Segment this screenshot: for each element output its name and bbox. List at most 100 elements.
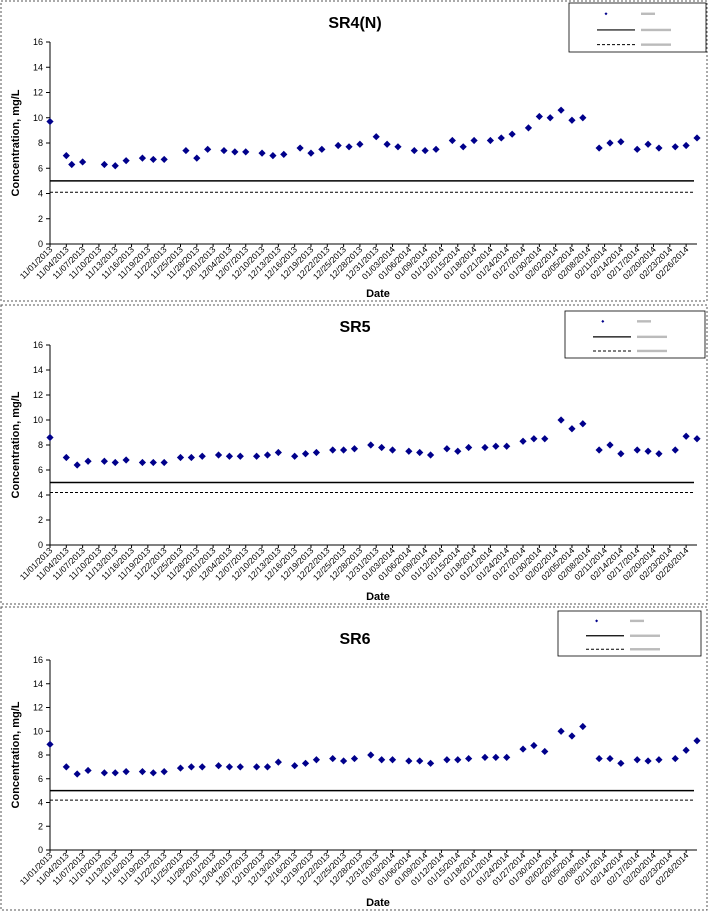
data-point [617,759,625,767]
data-point [568,116,576,124]
y-tick-label: 16 [33,655,43,665]
data-point [378,756,386,764]
legend-entry-text [637,335,667,339]
y-tick-label: 4 [38,490,43,500]
data-point [149,458,157,467]
y-tick-label: 8 [38,440,43,450]
data-point [274,758,282,766]
data-point [356,140,364,148]
panel-border [0,0,708,302]
data-point [503,442,511,450]
data-point [671,143,679,151]
data-point [258,149,266,157]
x-axis-label: Date [366,897,390,909]
data-point [508,130,516,138]
data-point [367,751,375,759]
chart-title: SR4(N) [328,15,381,32]
data-point [312,448,321,457]
data-point [617,138,625,146]
y-tick-label: 8 [38,750,43,760]
data-point [73,770,81,778]
y-axis-label: Concentration, mg/L [10,391,22,498]
data-point [345,143,353,151]
data-point [274,448,282,457]
data-point [530,435,538,443]
data-point [388,446,397,454]
y-tick-label: 12 [33,88,43,98]
data-point [100,160,108,169]
data-point [465,443,473,452]
data-point [138,458,147,467]
data-point [486,136,494,145]
data-point [263,451,272,459]
data-point [334,141,342,150]
data-point [481,443,489,452]
chart-panel-sr4n: SR4(N) 0 2 4 6 8 10 12 14 16 Concentration, mg/L 11… [0,0,709,302]
data-point [519,437,527,445]
data-point [617,450,625,458]
data-point [236,763,244,771]
data-point [242,148,250,156]
y-tick-label: 16 [33,340,43,350]
data-point [225,763,234,771]
data-point [633,145,641,153]
data-point [595,144,603,152]
data-point [568,732,576,740]
data-point [296,144,304,152]
data-point [416,757,424,765]
data-point [100,457,108,465]
y-tick-label: 0 [38,845,43,855]
data-point [122,456,130,464]
panel-border [0,304,708,605]
data-point [225,452,234,460]
data-point [410,146,418,155]
chart-title: SR5 [339,319,370,336]
y-tick-label: 8 [38,138,43,148]
y-axis-label: Concentration, mg/L [10,701,22,808]
legend-entry-text [641,43,671,46]
data-point [541,435,549,443]
data-point [122,768,130,776]
data-point [62,152,70,160]
y-tick-label: 6 [38,774,43,784]
data-point [79,158,87,166]
data-point [644,447,652,455]
y-axis-label: Concentration, mg/L [10,89,22,196]
data-point [291,762,299,770]
legend-box [564,310,706,359]
data-point [426,759,435,767]
data-point [682,432,690,440]
data-point [671,446,679,454]
data-point [497,134,505,142]
data-point [111,458,119,467]
data-point [193,154,201,162]
data-point [693,435,701,443]
y-tick-label: 0 [38,540,43,550]
data-point [149,769,157,777]
data-point [204,145,212,153]
data-point [236,452,244,460]
data-point [541,747,549,756]
data-point [62,763,70,771]
data-point [160,768,168,776]
data-point [378,443,386,452]
y-tick-label: 10 [33,113,43,123]
data-point [682,141,690,150]
panel-border [0,606,708,911]
data-point [339,757,348,765]
data-point [301,450,310,458]
data-point [372,133,380,141]
y-tick-label: 4 [38,798,43,808]
data-point [269,152,277,160]
data-point [606,139,614,147]
data-point [405,447,413,455]
data-point [68,160,76,169]
data-point [432,145,440,153]
y-tick-label: 14 [33,365,43,375]
data-point [579,722,587,731]
data-point [176,764,185,772]
legend-marker-data [604,12,608,16]
data-point [579,420,587,428]
data-point [198,452,206,460]
